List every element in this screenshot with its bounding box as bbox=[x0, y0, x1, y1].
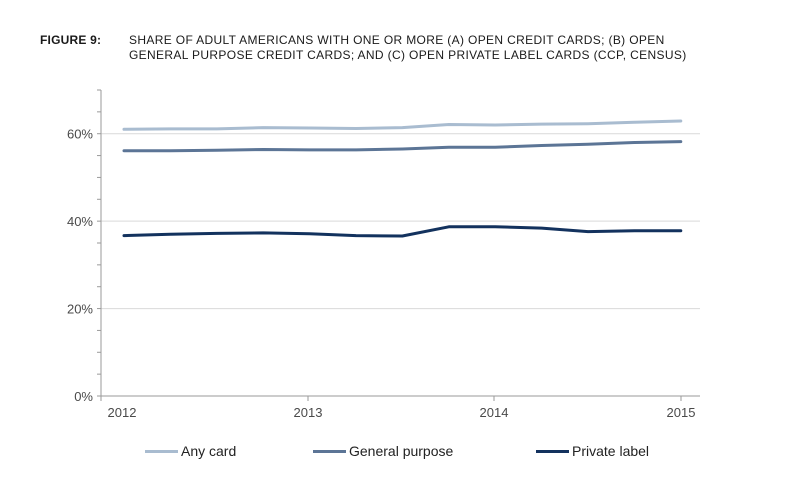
x-tick-label: 2015 bbox=[667, 405, 696, 420]
figure-title-line-2: GENERAL PURPOSE CREDIT CARDS; AND (C) OP… bbox=[129, 48, 687, 62]
figure-title-line-1: SHARE OF ADULT AMERICANS WITH ONE OR MOR… bbox=[129, 33, 665, 47]
y-tick-label: 40% bbox=[67, 214, 93, 229]
legend-swatch-general-purpose bbox=[313, 449, 346, 453]
legend-label-general-purpose: General purpose bbox=[349, 443, 454, 459]
x-tick-label: 2014 bbox=[480, 405, 509, 420]
legend-item-any-card: Any card bbox=[145, 441, 236, 461]
legend-item-general-purpose: General purpose bbox=[313, 441, 453, 461]
y-tick-label: 0% bbox=[74, 389, 93, 404]
legend-swatch-any-card bbox=[145, 449, 178, 453]
legend-label-any-card: Any card bbox=[181, 443, 237, 459]
series-line-any-card bbox=[122, 119, 683, 131]
legend-item-private-label: Private label bbox=[536, 441, 649, 461]
legend-swatch-private-label bbox=[536, 449, 569, 453]
figure-label: FIGURE 9: bbox=[40, 33, 102, 47]
x-tick-label: 2012 bbox=[108, 405, 137, 420]
y-tick-label: 20% bbox=[67, 302, 93, 317]
series-line-private-label bbox=[122, 225, 683, 238]
grid-lines bbox=[101, 133, 700, 310]
figure-title: SHARE OF ADULT AMERICANS WITH ONE OR MOR… bbox=[129, 33, 789, 63]
series-lines bbox=[122, 119, 683, 238]
legend-label-private-label: Private label bbox=[572, 443, 650, 459]
axes bbox=[97, 89, 700, 401]
x-tick-label: 2013 bbox=[294, 405, 323, 420]
series-line-general-purpose bbox=[122, 140, 683, 153]
tick-labels: 0% 20% 40% 60% 2012 2013 2014 2015 bbox=[67, 127, 695, 420]
y-tick-label: 60% bbox=[67, 127, 93, 142]
